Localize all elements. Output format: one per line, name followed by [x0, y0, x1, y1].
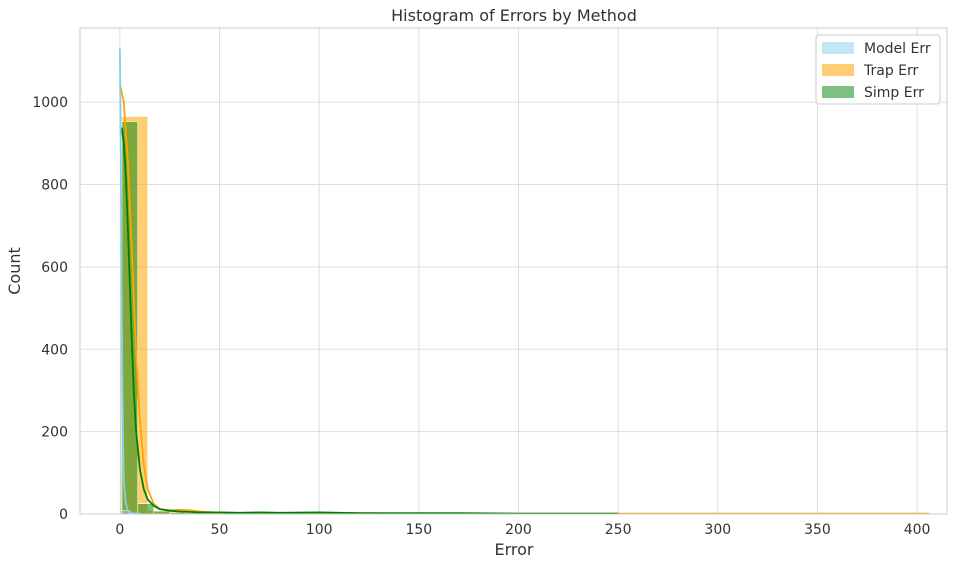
kde-trap-err — [119, 83, 930, 515]
x-tick-label: 50 — [211, 522, 229, 538]
y-tick-label: 800 — [41, 178, 68, 194]
legend-swatch — [822, 64, 854, 76]
y-tick-label: 0 — [59, 507, 68, 523]
chart-title: Histogram of Errors by Method — [391, 6, 637, 25]
plot-frame — [79, 27, 948, 515]
legend-swatch — [822, 42, 854, 54]
x-tick-label: 150 — [405, 522, 432, 538]
histogram-bars — [119, 101, 930, 515]
y-tick-label: 200 — [41, 425, 68, 441]
x-tick-label: 300 — [704, 522, 731, 538]
x-tick-label: 0 — [115, 522, 124, 538]
kde-model-err — [119, 48, 140, 515]
x-axis-label: Error — [495, 540, 534, 559]
legend-label: Model Err — [864, 41, 931, 57]
bar-simp-err — [137, 503, 155, 515]
legend: Model Err Trap Err Simp Err — [815, 34, 941, 105]
x-tick-label: 250 — [605, 522, 632, 538]
legend-label: Trap Err — [863, 63, 919, 79]
y-tick-label: 1000 — [32, 95, 68, 111]
legend-swatch — [822, 86, 854, 98]
legend-label: Simp Err — [864, 85, 924, 101]
x-tick-label: 350 — [804, 522, 831, 538]
y-axis-label: Count — [5, 247, 24, 295]
x-tick-label: 100 — [306, 522, 333, 538]
x-tick-label: 400 — [904, 522, 931, 538]
kde-curves — [119, 48, 930, 515]
axis-ticks: 0 50 100 150 200 250 300 350 400 0 200 400 600 800 100… — [32, 95, 930, 538]
legend-items: Model Err Trap Err Simp Err — [822, 41, 931, 101]
kde-simp-err — [119, 126, 619, 515]
y-tick-label: 600 — [41, 260, 68, 276]
x-tick-label: 200 — [505, 522, 532, 538]
y-tick-label: 400 — [41, 342, 68, 358]
